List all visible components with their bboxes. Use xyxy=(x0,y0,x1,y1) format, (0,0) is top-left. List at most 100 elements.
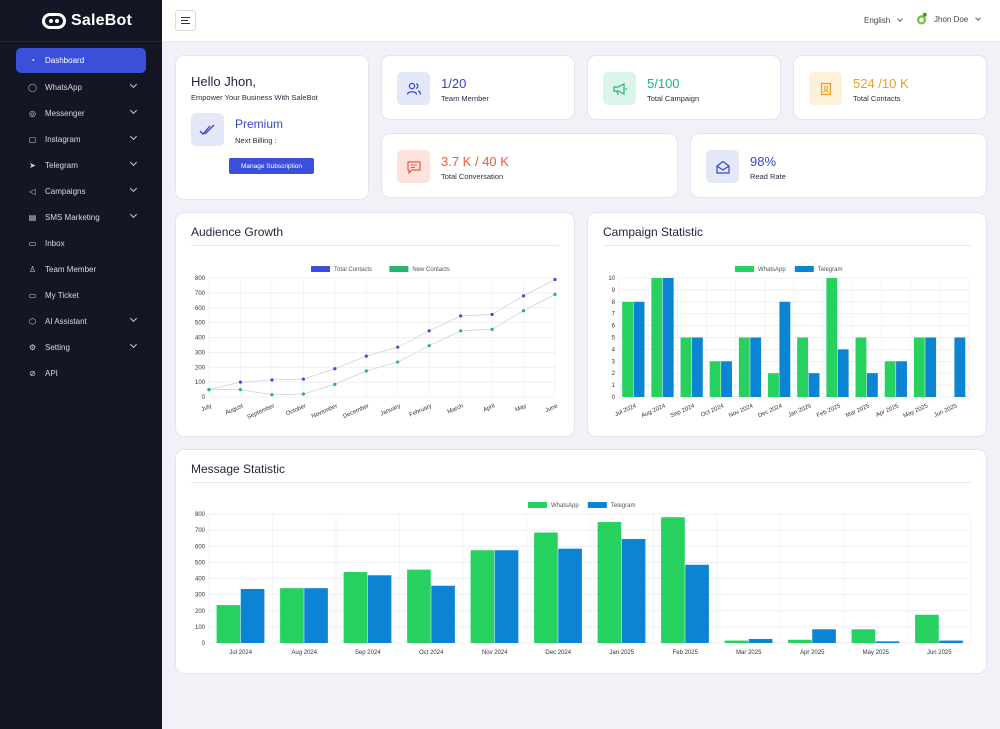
x-tick-label: Mar 2025 xyxy=(845,403,871,419)
bar-whatsapp[interactable] xyxy=(597,522,622,643)
bar-whatsapp[interactable] xyxy=(343,572,368,643)
data-point-total-contacts[interactable] xyxy=(364,354,368,358)
bar-whatsapp[interactable] xyxy=(768,373,779,397)
sidebar-item-whatsapp[interactable]: ◯ WhatsApp xyxy=(16,74,146,100)
bar-telegram[interactable] xyxy=(837,349,849,397)
sidebar-item-ai-assistant[interactable]: ⬡ AI Assistant xyxy=(16,308,146,334)
data-point-total-contacts[interactable] xyxy=(270,378,274,382)
bar-telegram[interactable] xyxy=(633,301,645,397)
legend-swatch-whatsapp[interactable] xyxy=(528,502,547,508)
bar-telegram[interactable] xyxy=(685,564,709,643)
bar-whatsapp[interactable] xyxy=(680,337,692,398)
bar-telegram[interactable] xyxy=(896,361,907,397)
legend-swatch-whatsapp[interactable] xyxy=(735,266,754,272)
data-point-new-contacts[interactable] xyxy=(301,392,305,396)
bar-whatsapp[interactable] xyxy=(622,301,634,397)
data-point-new-contacts[interactable] xyxy=(207,387,211,392)
manage-subscription-button[interactable]: Manage Subscription xyxy=(229,158,314,174)
legend-swatch-new-contacts[interactable] xyxy=(389,266,409,272)
data-point-new-contacts[interactable] xyxy=(521,309,526,313)
y-tick-label: 500 xyxy=(195,560,206,566)
bar-whatsapp[interactable] xyxy=(407,569,431,643)
bar-whatsapp[interactable] xyxy=(216,605,241,643)
bar-whatsapp[interactable] xyxy=(724,640,749,643)
bar-whatsapp[interactable] xyxy=(826,278,838,397)
legend-swatch-telegram[interactable] xyxy=(794,266,814,272)
sidebar-item-telegram[interactable]: ➤ Telegram xyxy=(16,152,146,178)
data-point-new-contacts[interactable] xyxy=(270,393,274,397)
bar-whatsapp[interactable] xyxy=(851,629,876,643)
bar-whatsapp[interactable] xyxy=(651,278,663,397)
brand-logo[interactable]: SaleBot xyxy=(0,0,162,42)
sidebar-item-messenger[interactable]: ◎ Messenger xyxy=(16,100,146,126)
bar-telegram[interactable] xyxy=(240,588,265,643)
sidebar-item-setting[interactable]: ⚙ Setting xyxy=(16,334,146,360)
data-point-total-contacts[interactable] xyxy=(521,294,526,298)
data-point-total-contacts[interactable] xyxy=(490,312,494,317)
bar-telegram[interactable] xyxy=(750,337,762,398)
sidebar-item-api[interactable]: ⊘ API xyxy=(16,360,146,386)
data-point-new-contacts[interactable] xyxy=(333,382,337,386)
bar-whatsapp[interactable] xyxy=(280,588,304,643)
bar-telegram[interactable] xyxy=(621,538,646,643)
data-point-new-contacts[interactable] xyxy=(459,329,463,333)
bar-whatsapp[interactable] xyxy=(855,337,867,398)
bar-whatsapp[interactable] xyxy=(738,337,750,398)
menu-toggle-button[interactable] xyxy=(175,10,196,31)
bar-telegram[interactable] xyxy=(662,278,674,397)
data-point-new-contacts[interactable] xyxy=(396,360,400,364)
x-tick-label: March xyxy=(447,403,465,415)
data-point-new-contacts[interactable] xyxy=(238,387,243,392)
audience-growth-chart: Total Contacts New Contacts 0 100 200 300 400 5… xyxy=(195,266,559,421)
bar-whatsapp[interactable] xyxy=(797,337,809,398)
legend-swatch-total-contacts[interactable] xyxy=(311,266,330,272)
sidebar-item-inbox[interactable]: ▭ Inbox xyxy=(16,230,146,256)
bar-whatsapp[interactable] xyxy=(788,639,812,643)
sidebar-item-sms-marketing[interactable]: ▤ SMS Marketing xyxy=(16,204,146,230)
data-point-new-contacts[interactable] xyxy=(490,327,494,331)
bar-telegram[interactable] xyxy=(691,337,703,398)
legend-swatch-telegram[interactable] xyxy=(587,502,607,508)
bar-whatsapp[interactable] xyxy=(661,517,685,643)
bar-whatsapp[interactable] xyxy=(709,361,721,397)
bar-telegram[interactable] xyxy=(808,373,820,397)
bar-telegram[interactable] xyxy=(748,638,773,643)
language-selector[interactable]: English xyxy=(864,16,904,25)
bar-telegram[interactable] xyxy=(779,301,791,397)
bar-telegram[interactable] xyxy=(494,550,519,643)
sidebar-item-my-ticket[interactable]: ▭ My Ticket xyxy=(16,282,146,308)
data-point-new-contacts[interactable] xyxy=(364,369,368,373)
bar-telegram[interactable] xyxy=(558,548,582,643)
data-point-new-contacts[interactable] xyxy=(553,292,557,296)
user-avatar-icon[interactable] xyxy=(915,12,928,25)
data-point-new-contacts[interactable] xyxy=(427,344,431,348)
bar-telegram[interactable] xyxy=(925,337,937,398)
data-point-total-contacts[interactable] xyxy=(553,277,557,282)
bar-whatsapp[interactable] xyxy=(534,532,558,643)
bar-whatsapp[interactable] xyxy=(913,337,925,398)
bar-whatsapp[interactable] xyxy=(470,550,495,643)
bar-telegram[interactable] xyxy=(304,588,328,643)
data-point-total-contacts[interactable] xyxy=(301,377,305,381)
bar-whatsapp[interactable] xyxy=(915,614,939,643)
sidebar-item-campaigns[interactable]: ◁ Campaigns xyxy=(16,178,146,204)
bar-whatsapp[interactable] xyxy=(884,361,896,397)
data-point-total-contacts[interactable] xyxy=(396,345,400,349)
data-point-total-contacts[interactable] xyxy=(459,314,463,318)
bar-telegram[interactable] xyxy=(875,641,900,643)
bar-telegram[interactable] xyxy=(367,575,392,643)
y-tick-label: 200 xyxy=(195,365,206,371)
bar-telegram[interactable] xyxy=(431,585,455,643)
bar-telegram[interactable] xyxy=(954,337,966,398)
data-point-total-contacts[interactable] xyxy=(427,329,431,333)
sidebar-item-team-member[interactable]: ♙ Team Member xyxy=(16,256,146,282)
bar-telegram[interactable] xyxy=(812,629,836,643)
bar-telegram[interactable] xyxy=(866,373,878,397)
data-point-total-contacts[interactable] xyxy=(238,380,243,384)
sidebar-item-instagram[interactable]: ▢ Instagram xyxy=(16,126,146,152)
bar-telegram[interactable] xyxy=(939,640,963,643)
data-point-total-contacts[interactable] xyxy=(333,367,337,371)
bar-telegram[interactable] xyxy=(721,361,732,397)
sidebar-item-dashboard[interactable]: ◔ Dashboard xyxy=(16,48,146,73)
user-menu[interactable]: Jhon Doe xyxy=(934,15,982,24)
